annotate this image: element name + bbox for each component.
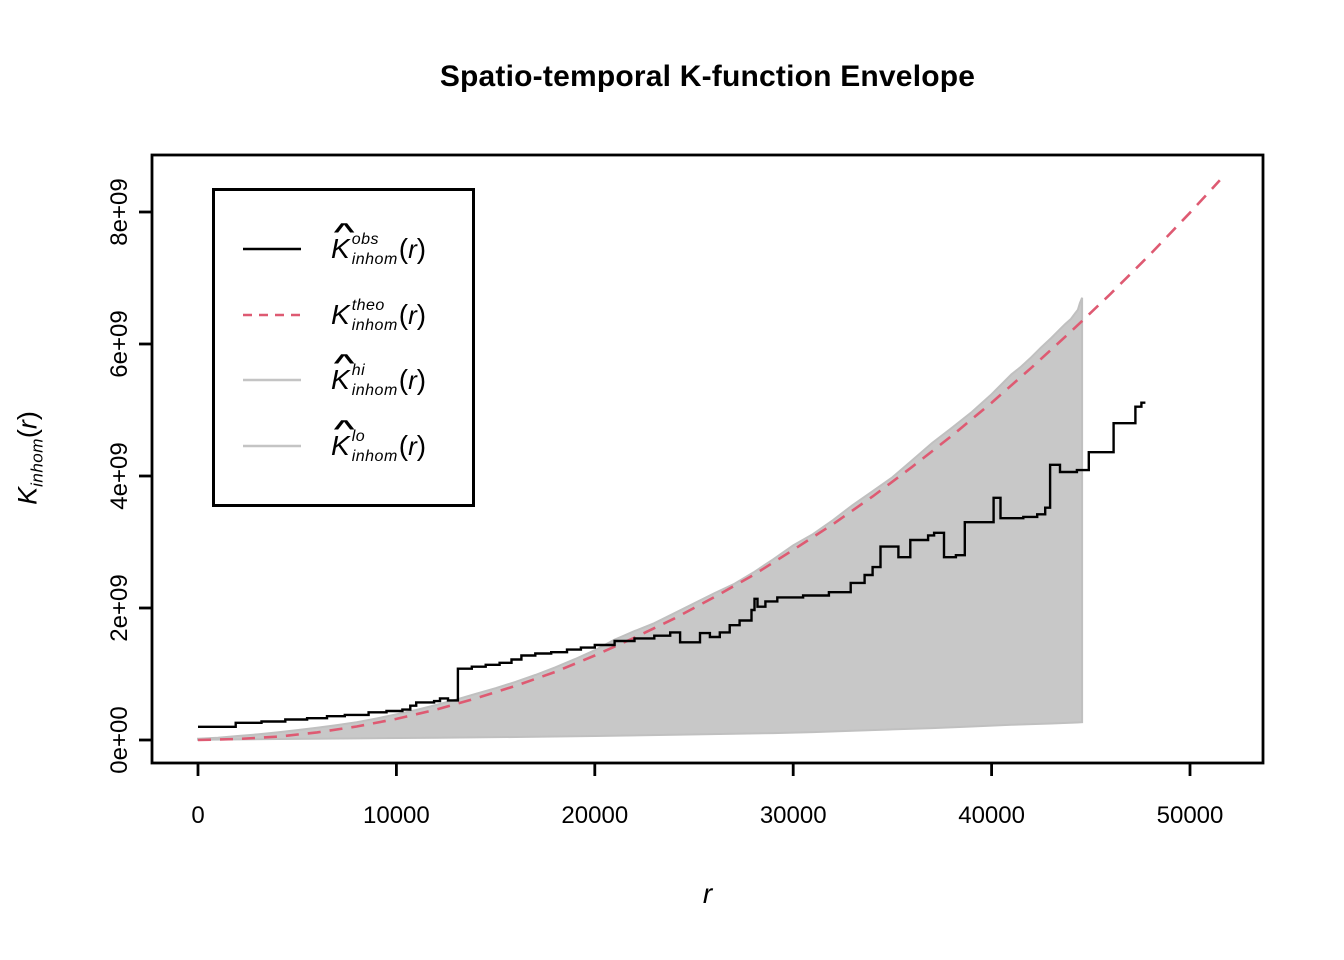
- legend-box: ^ K obs inhom (r) K theo inhom (r) ^ K hi inh…: [212, 188, 475, 507]
- legend-line-envelope-upper: [243, 379, 301, 382]
- legend-item-envelope-lower: ^ K lo inhom (r): [243, 417, 472, 466]
- x-tick-label: 40000: [958, 802, 1025, 829]
- legend-item-observed: ^ K obs inhom (r): [243, 219, 472, 268]
- x-axis-label: r: [702, 878, 713, 909]
- legend-item-envelope-upper: ^ K hi inhom (r): [243, 351, 472, 400]
- y-axis-label-paren-close: ): [12, 411, 43, 421]
- hat-accent: ^: [333, 219, 356, 243]
- hat-accent: ^: [333, 351, 356, 375]
- legend-label-observed: ^ K obs inhom (r): [331, 219, 427, 268]
- legend-line-envelope-lower: [243, 444, 301, 448]
- x-tick-label: 30000: [759, 802, 827, 829]
- y-axis-label-variable: r: [12, 420, 43, 430]
- plot-frame: [150, 153, 1265, 765]
- observed-line: [198, 401, 1146, 728]
- y-axis-label-paren-open: (: [12, 429, 43, 439]
- y-axis-label-base: K: [12, 486, 43, 505]
- y-tick-label: 0e+00: [106, 706, 133, 774]
- legend-label-envelope-lower: ^ K lo inhom (r): [331, 417, 427, 466]
- x-tick-label: 10000: [363, 802, 430, 829]
- envelope-band: [197, 297, 1084, 741]
- legend-label-envelope-upper: ^ K hi inhom (r): [331, 351, 427, 400]
- y-axis-label-subscript: inhom: [27, 438, 47, 487]
- legend-label-theoretical: K theo inhom (r): [331, 296, 427, 334]
- y-tick-label: 2e+09: [106, 574, 133, 642]
- legend-line-theoretical: [243, 313, 301, 316]
- x-tick-label: 50000: [1156, 802, 1224, 829]
- theoretical-line: [197, 179, 1221, 742]
- y-tick-label: 4e+09: [106, 442, 133, 510]
- legend-item-theoretical: K theo inhom (r): [243, 297, 472, 333]
- x-tick-label: 0: [191, 802, 205, 829]
- y-axis-label: Kinhom(r): [13, 411, 48, 505]
- legend-line-observed: [243, 247, 301, 251]
- x-tick-label: 20000: [561, 802, 629, 829]
- y-tick-label: 8e+09: [106, 178, 133, 246]
- hat-accent: ^: [333, 417, 356, 441]
- y-tick-label: 6e+09: [106, 310, 133, 378]
- chart-title: Spatio-temporal K-function Envelope: [439, 60, 976, 93]
